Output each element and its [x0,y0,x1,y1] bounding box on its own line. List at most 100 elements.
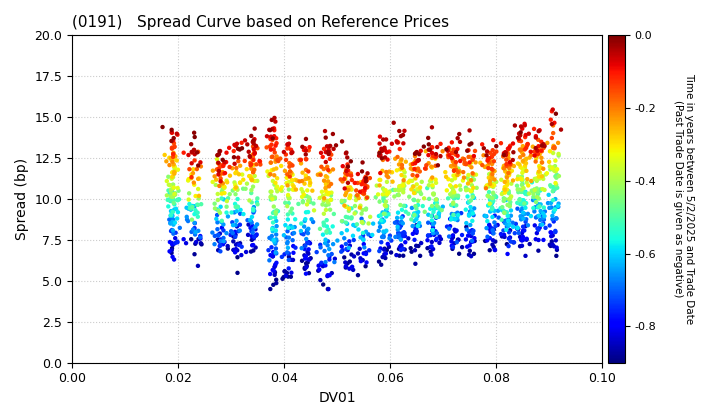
Point [517,165,528,172]
Point [503,229,515,236]
Point [314,194,325,201]
Point [295,160,307,167]
Point [413,220,425,226]
Point [356,181,367,188]
Point [518,189,530,195]
Point [446,156,458,163]
Point [391,138,402,144]
Point [356,189,368,196]
Point [528,126,540,132]
Point [212,191,223,197]
Point [548,218,559,225]
Point [338,202,350,209]
Point [452,169,464,176]
Point [504,144,516,151]
Point [266,154,278,160]
Point [282,239,294,245]
Point [505,213,517,219]
Point [395,230,407,237]
Point [450,149,462,155]
Point [249,173,261,179]
Point [380,203,392,210]
Point [168,256,180,263]
Point [402,235,414,242]
Point [456,244,468,250]
Point [548,142,559,149]
Point [340,170,351,176]
Point [300,216,311,223]
Point [215,178,227,185]
Point [468,212,480,218]
Point [446,192,457,198]
Point [378,198,390,205]
Point [428,191,439,198]
Point [485,181,496,187]
Point [529,204,541,211]
Point [443,144,454,151]
Point [408,213,419,219]
Point [515,131,526,138]
Point [360,178,372,185]
Point [218,196,230,203]
Point [511,182,523,189]
Point [168,171,180,177]
Point [169,191,181,198]
Point [514,161,526,168]
Point [360,249,372,256]
Point [377,209,388,216]
Point [395,219,407,226]
Point [466,140,477,147]
Point [337,218,348,225]
Point [211,206,222,213]
Point [192,262,204,269]
Point [278,274,289,281]
Point [481,152,492,159]
Point [361,177,372,184]
Point [318,198,330,205]
Point [397,131,409,138]
Point [549,228,561,235]
Point [268,281,279,288]
Point [228,247,239,253]
Point [450,183,462,189]
Point [446,238,457,245]
Point [354,245,366,252]
Point [377,191,389,198]
Point [409,212,420,218]
Point [307,200,319,207]
Point [219,159,230,165]
Point [410,175,421,182]
Point [264,143,276,150]
Point [439,169,451,176]
Point [167,215,179,222]
Point [449,168,460,174]
Point [287,186,299,193]
Point [533,195,544,202]
Point [161,158,172,165]
Point [284,208,296,215]
Point [186,149,198,156]
Point [341,227,353,234]
Point [346,186,357,193]
Point [270,142,282,149]
Point [346,172,357,179]
Point [406,248,418,255]
Point [189,211,200,218]
Point [303,270,315,276]
Point [450,164,462,171]
Point [503,221,515,228]
Point [269,261,281,268]
Point [487,195,498,202]
Point [549,173,561,180]
Point [488,244,500,250]
Point [271,175,283,181]
Point [212,152,223,159]
Point [530,214,541,221]
Point [184,205,196,212]
Point [525,148,536,155]
Point [352,171,364,177]
Point [549,206,561,213]
Point [320,149,332,155]
Point [530,158,541,165]
Point [226,209,238,216]
